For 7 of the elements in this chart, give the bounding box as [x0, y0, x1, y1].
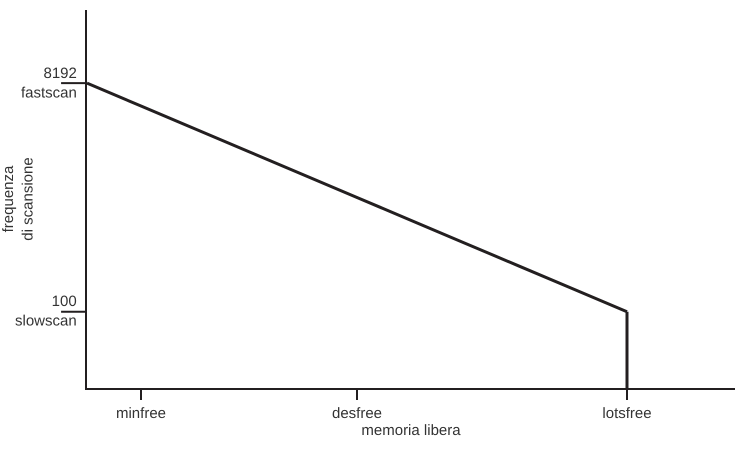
- x-axis-title: memoria libera: [361, 422, 462, 439]
- x-tick-label: lotsfree: [602, 405, 652, 422]
- text: 8192 fastscan: [21, 65, 77, 102]
- x-tick-label: minfree: [116, 405, 166, 422]
- x-tick-label: desfree: [332, 405, 382, 422]
- y-axis-title: frequenza di scansione: [0, 157, 36, 241]
- text: 100 slowscan: [15, 293, 77, 330]
